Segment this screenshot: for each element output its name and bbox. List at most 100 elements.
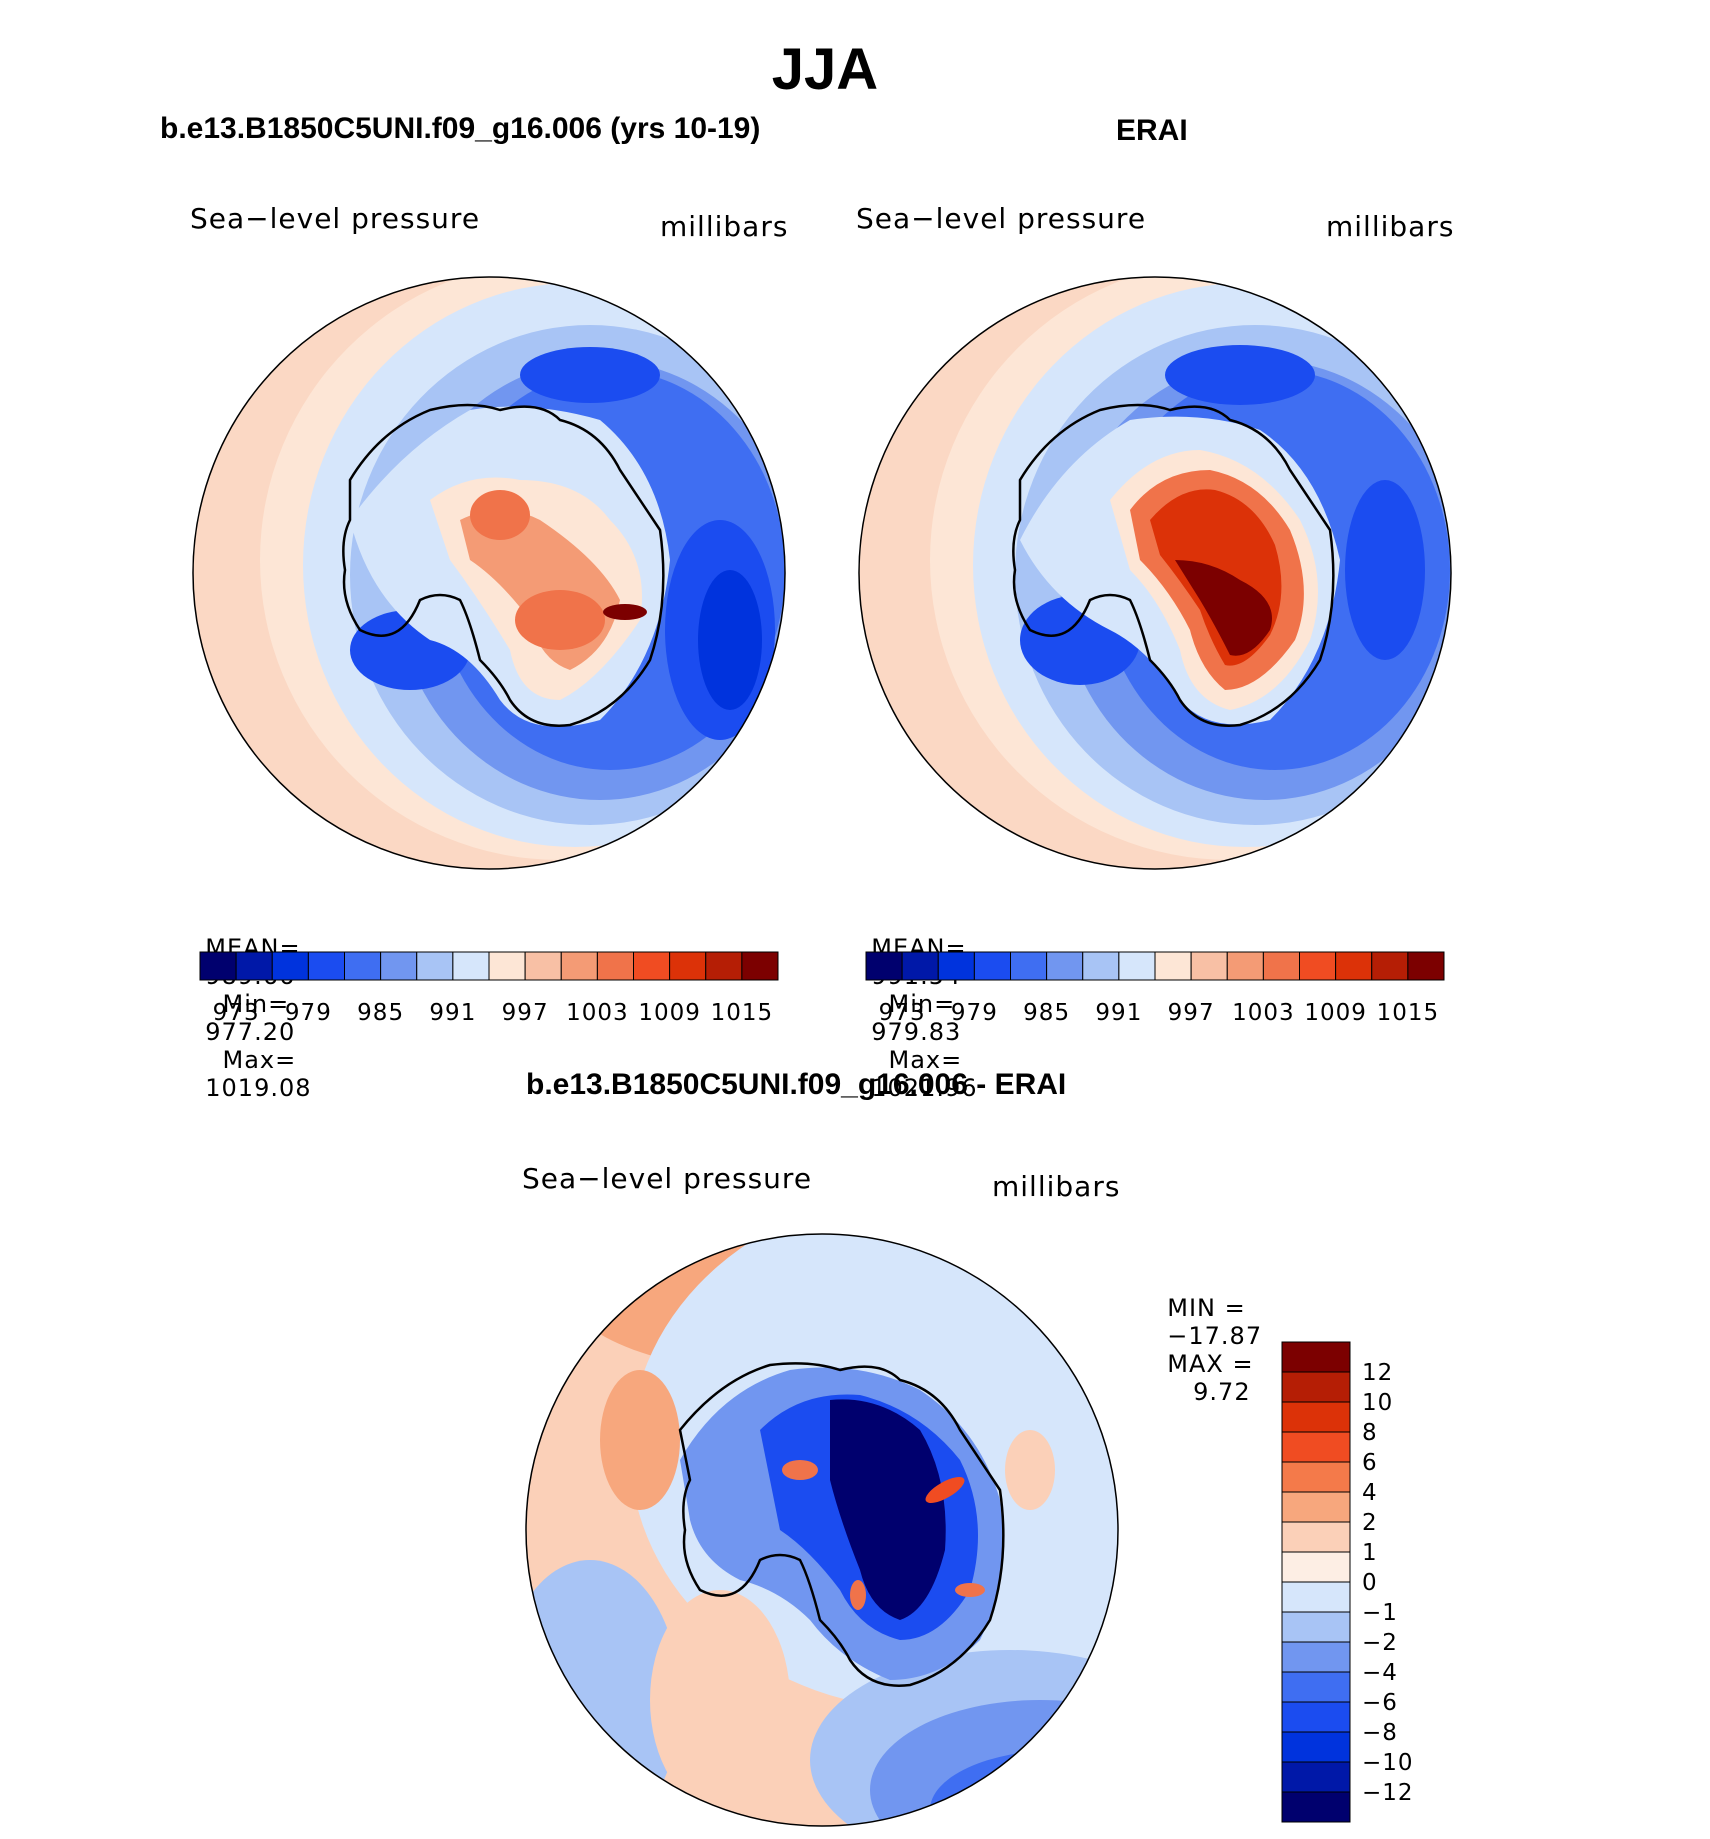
max-label: MAX = <box>1167 1350 1254 1378</box>
colorbar-swatch <box>705 951 743 981</box>
colorbar-tick-label: 979 <box>951 1000 998 1026</box>
colorbar-swatch <box>937 951 975 981</box>
colorbar-tick-label: 991 <box>1095 1000 1142 1026</box>
panel-3-units: millibars <box>992 1170 1121 1203</box>
colorbar-swatch <box>1010 951 1048 981</box>
colorbar-tick-label: −4 <box>1362 1660 1398 1686</box>
colorbar-swatch <box>1299 951 1337 981</box>
colorbar-swatch <box>1281 1761 1351 1793</box>
colorbar-swatch <box>865 951 903 981</box>
colorbar-swatch <box>633 951 671 981</box>
colorbar-swatch <box>1281 1581 1351 1613</box>
min-label: Min= <box>888 990 956 1018</box>
panel-3-field-label: Sea−level pressure <box>522 1162 813 1195</box>
colorbar-tick-label: 997 <box>1168 1000 1215 1026</box>
colorbar-swatch <box>271 951 309 981</box>
colorbar-swatch <box>307 951 345 981</box>
colorbar-swatch <box>1281 1401 1351 1433</box>
map-2-sea-level-pressure <box>859 277 1451 869</box>
map-2-border <box>858 276 1452 870</box>
colorbar-tick-label: 2 <box>1362 1510 1378 1536</box>
colorbar-swatch <box>524 951 562 981</box>
max-label: Max= <box>888 1046 963 1074</box>
colorbar-swatch <box>1407 951 1445 981</box>
colorbar-2: 973 979 985 991 997 1003 1009 1015 <box>865 951 1445 1026</box>
max-label: Max= <box>222 1046 297 1074</box>
colorbar-swatch <box>452 951 490 981</box>
colorbar-tick-label: 985 <box>1023 1000 1070 1026</box>
panel-1-title: b.e13.B1850C5UNI.f09_g16.006 (yrs 10-19) <box>160 112 761 145</box>
colorbar-tick-label: 12 <box>1362 1360 1393 1386</box>
colorbar-swatch <box>1226 951 1264 981</box>
colorbar-swatch <box>669 951 707 981</box>
panel-2-field-label: Sea−level pressure <box>856 202 1147 235</box>
colorbar-tick-label: 985 <box>357 1000 404 1026</box>
colorbar-swatch <box>1262 951 1300 981</box>
map-3-border <box>525 1233 1119 1827</box>
colorbar-swatch <box>1281 1791 1351 1823</box>
max-value: 9.72 <box>1193 1378 1251 1406</box>
min-label: MIN = <box>1167 1294 1246 1322</box>
colorbar-tick-label: 1009 <box>1304 1000 1367 1026</box>
colorbar-tick-label: −10 <box>1362 1750 1414 1776</box>
colorbar-tick-label: 1 <box>1362 1540 1378 1566</box>
colorbar-swatch <box>1281 1341 1351 1373</box>
colorbar-swatch <box>596 951 634 981</box>
colorbar-swatch <box>1046 951 1084 981</box>
colorbar-swatch <box>1118 951 1156 981</box>
colorbar-tick-label: 4 <box>1362 1480 1378 1506</box>
figure-title: JJA <box>771 37 879 102</box>
min-value: 977.20 <box>205 1018 296 1046</box>
colorbar-swatch <box>741 951 779 981</box>
panel-3-stats: MIN = −17.87 MAX = 9.72 <box>1150 1266 1262 1406</box>
colorbar-tick-label: 0 <box>1362 1570 1378 1596</box>
panel-1-units: millibars <box>660 210 789 243</box>
panel-1-field-label: Sea−level pressure <box>190 202 481 235</box>
colorbar-swatch <box>1190 951 1228 981</box>
colorbar-swatch <box>973 951 1011 981</box>
panel-2-units: millibars <box>1326 210 1455 243</box>
colorbar-swatch <box>1335 951 1373 981</box>
colorbar-swatch <box>1281 1671 1351 1703</box>
colorbar-swatch <box>560 951 598 981</box>
colorbar-tick-label: 979 <box>285 1000 332 1026</box>
panel-2-stats: MEAN= 991.54 Min= 979.83 Max= 1021.96 <box>854 906 978 1102</box>
colorbar-swatch <box>199 951 237 981</box>
colorbar-swatch <box>488 951 526 981</box>
colorbar-tick-label: −6 <box>1362 1690 1398 1716</box>
colorbar-swatch <box>235 951 273 981</box>
colorbar-swatch <box>1371 951 1409 981</box>
max-value: 1019.08 <box>205 1074 312 1102</box>
min-value: 979.83 <box>871 1018 962 1046</box>
colorbar-tick-label: 6 <box>1362 1450 1378 1476</box>
colorbar-swatch <box>1281 1521 1351 1553</box>
map-1-sea-level-pressure <box>193 277 785 869</box>
colorbar-1: 973 979 985 991 997 1003 1009 1015 <box>199 951 779 1026</box>
colorbar-swatch <box>1281 1371 1351 1403</box>
colorbar-swatch <box>901 951 939 981</box>
colorbar-tick-label: −1 <box>1362 1600 1398 1626</box>
colorbar-tick-label: 1009 <box>638 1000 701 1026</box>
colorbar-swatch <box>416 951 454 981</box>
min-label: Min= <box>222 990 290 1018</box>
colorbar-tick-label: 997 <box>502 1000 549 1026</box>
colorbar-swatch <box>1154 951 1192 981</box>
colorbar-tick-label: 973 <box>879 1000 926 1026</box>
colorbar-tick-label: 1015 <box>1377 1000 1440 1026</box>
colorbar-tick-label: −2 <box>1362 1630 1398 1656</box>
colorbar-tick-label: 1003 <box>1232 1000 1295 1026</box>
colorbar-tick-label: 10 <box>1362 1390 1393 1416</box>
colorbar-tick-label: −12 <box>1362 1780 1414 1806</box>
colorbar-swatch <box>1281 1701 1351 1733</box>
colorbar-tick-label: 991 <box>429 1000 476 1026</box>
colorbar-swatch <box>1281 1731 1351 1763</box>
max-value: 1021.96 <box>871 1074 978 1102</box>
colorbar-swatch <box>1082 951 1120 981</box>
colorbar-swatch <box>1281 1491 1351 1523</box>
colorbar-tick-label: 1015 <box>711 1000 774 1026</box>
map-3-sea-level-pressure-difference <box>526 1234 1118 1826</box>
colorbar-swatch <box>344 951 382 981</box>
colorbar-tick-label: −8 <box>1362 1720 1398 1746</box>
